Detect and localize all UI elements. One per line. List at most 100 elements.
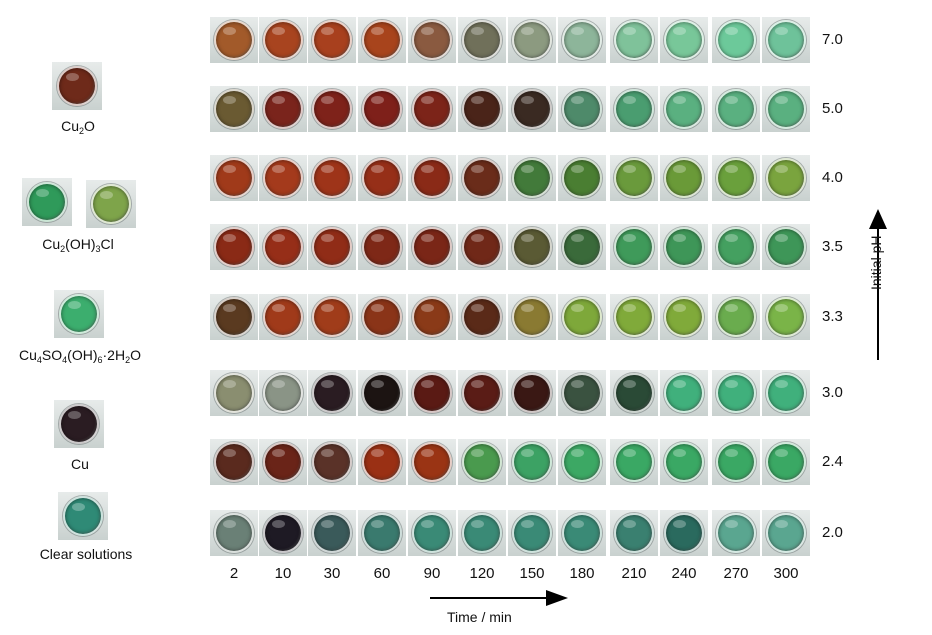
sample-cell: [259, 17, 307, 63]
ph-label: 3.5: [822, 238, 843, 255]
petri-dish: [59, 404, 99, 444]
time-label: 240: [671, 565, 697, 582]
petri-dish: [462, 442, 502, 482]
petri-dish: [312, 227, 352, 267]
ph-label: 4.0: [822, 169, 843, 186]
sample-cell: [408, 370, 456, 416]
petri-dish: [512, 513, 552, 553]
sample-cell: [762, 439, 810, 485]
sample-cell: [458, 155, 506, 201]
sample-cell: [712, 17, 760, 63]
sample-cell: [558, 510, 606, 556]
sample-cell: [508, 370, 556, 416]
time-label: 300: [773, 565, 799, 582]
petri-dish: [312, 373, 352, 413]
sample-cell: [408, 86, 456, 132]
sample-cell: [358, 510, 406, 556]
petri-dish: [214, 227, 254, 267]
sample-cell: [259, 155, 307, 201]
sample-cell: [508, 224, 556, 270]
petri-dish: [614, 89, 654, 129]
sample-cell: [762, 370, 810, 416]
reference-sample: [54, 400, 104, 448]
petri-dish: [412, 20, 452, 60]
sample-cell: [358, 155, 406, 201]
sample-cell: [712, 294, 760, 340]
sample-cell: [762, 294, 810, 340]
ph-label: 3.3: [822, 308, 843, 325]
sample-cell: [610, 86, 658, 132]
petri-dish: [412, 297, 452, 337]
reference-sample: [58, 492, 108, 540]
sample-cell: [508, 86, 556, 132]
sample-cell: [358, 17, 406, 63]
petri-dish: [512, 89, 552, 129]
sample-cell: [558, 294, 606, 340]
sample-cell: [610, 17, 658, 63]
reference-sample: [54, 290, 104, 338]
petri-dish: [562, 297, 602, 337]
sample-cell: [558, 17, 606, 63]
petri-dish: [312, 442, 352, 482]
petri-dish: [91, 184, 131, 224]
petri-dish: [512, 227, 552, 267]
petri-dish: [766, 513, 806, 553]
time-label: 10: [274, 565, 292, 582]
sample-cell: [308, 86, 356, 132]
ph-label: 5.0: [822, 100, 843, 117]
sample-cell: [712, 439, 760, 485]
sample-cell: [660, 370, 708, 416]
petri-dish: [362, 20, 402, 60]
petri-dish: [362, 373, 402, 413]
petri-dish: [664, 513, 704, 553]
sample-cell: [458, 86, 506, 132]
petri-dish: [664, 158, 704, 198]
petri-dish: [562, 20, 602, 60]
sample-cell: [210, 155, 258, 201]
sample-cell: [610, 370, 658, 416]
reference-label: Cu2O: [61, 118, 95, 136]
sample-cell: [408, 224, 456, 270]
sample-cell: [210, 17, 258, 63]
sample-cell: [508, 510, 556, 556]
sample-cell: [762, 155, 810, 201]
sample-cell: [408, 155, 456, 201]
petri-dish: [716, 89, 756, 129]
sample-cell: [458, 224, 506, 270]
petri-dish: [614, 513, 654, 553]
time-label: 180: [569, 565, 595, 582]
reference-label: Cu4SO4(OH)6·2H2O: [19, 347, 141, 365]
petri-dish: [362, 227, 402, 267]
ph-axis-arrow: [869, 209, 887, 360]
petri-dish: [214, 158, 254, 198]
sample-cell: [210, 439, 258, 485]
petri-dish: [716, 158, 756, 198]
petri-dish: [562, 373, 602, 413]
sample-cell: [610, 224, 658, 270]
reference-label: Cu: [71, 456, 89, 472]
petri-dish: [512, 158, 552, 198]
sample-cell: [259, 294, 307, 340]
petri-dish: [562, 513, 602, 553]
sample-cell: [358, 86, 406, 132]
sample-cell: [660, 439, 708, 485]
sample-cell: [762, 224, 810, 270]
sample-cell: [762, 510, 810, 556]
sample-cell: [660, 224, 708, 270]
petri-dish: [664, 297, 704, 337]
petri-dish: [614, 442, 654, 482]
petri-dish: [362, 158, 402, 198]
petri-dish: [766, 158, 806, 198]
petri-dish: [664, 20, 704, 60]
petri-dish: [59, 294, 99, 334]
sample-cell: [408, 17, 456, 63]
time-label: 60: [373, 565, 391, 582]
time-label: 2: [229, 565, 239, 582]
sample-cell: [558, 224, 606, 270]
petri-dish: [214, 373, 254, 413]
petri-dish: [614, 158, 654, 198]
sample-cell: [610, 510, 658, 556]
petri-dish: [562, 158, 602, 198]
sample-cell: [558, 439, 606, 485]
